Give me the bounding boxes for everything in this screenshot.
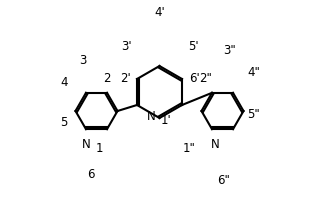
Text: N: N bbox=[147, 110, 155, 122]
Text: N: N bbox=[82, 138, 91, 150]
Text: 1': 1' bbox=[160, 114, 171, 128]
Text: 1: 1 bbox=[96, 142, 103, 156]
Text: 5": 5" bbox=[248, 108, 260, 120]
Text: 6': 6' bbox=[189, 72, 200, 84]
Text: 4: 4 bbox=[60, 75, 68, 88]
Text: 3': 3' bbox=[121, 40, 131, 52]
Text: 2: 2 bbox=[104, 72, 111, 84]
Text: 3: 3 bbox=[79, 53, 86, 66]
Text: 4": 4" bbox=[248, 66, 260, 79]
Text: 5': 5' bbox=[189, 40, 199, 52]
Text: N: N bbox=[211, 138, 219, 150]
Text: 6: 6 bbox=[87, 168, 95, 182]
Text: 4': 4' bbox=[154, 6, 165, 20]
Text: 1": 1" bbox=[183, 142, 196, 155]
Text: 5: 5 bbox=[60, 116, 68, 129]
Text: 2": 2" bbox=[199, 72, 212, 84]
Text: 2': 2' bbox=[120, 72, 131, 84]
Text: 3": 3" bbox=[224, 45, 236, 58]
Text: 6": 6" bbox=[217, 174, 230, 187]
